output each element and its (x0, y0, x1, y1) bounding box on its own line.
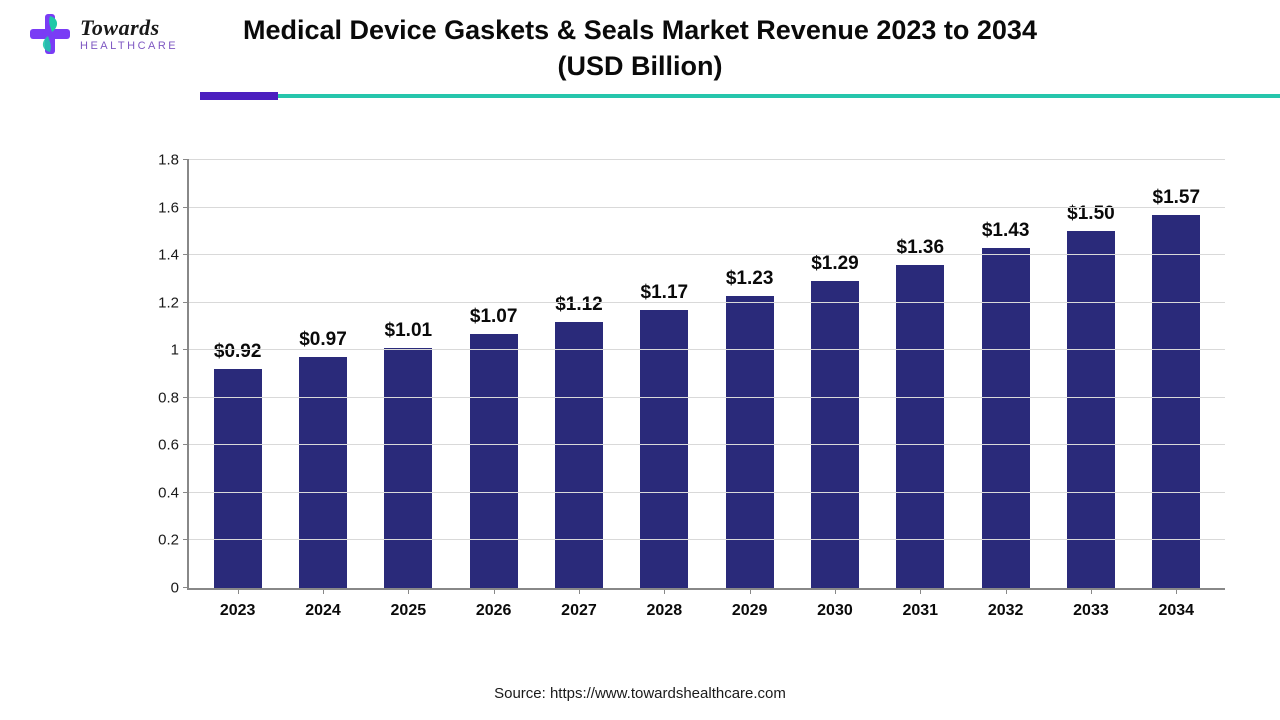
y-axis-label: 0.8 (158, 389, 179, 406)
bar-rect (384, 348, 432, 588)
bar-value-label: $1.07 (470, 306, 518, 328)
bar-slot: $1.122027 (536, 160, 621, 588)
y-axis-label: 1 (171, 342, 179, 359)
x-axis-tick (1006, 588, 1007, 594)
bar-rect (726, 296, 774, 588)
x-axis-label: 2026 (476, 602, 512, 620)
x-axis-tick (323, 588, 324, 594)
underline-teal-segment (278, 94, 1280, 98)
y-axis-label: 0.6 (158, 437, 179, 454)
chart-gridline (189, 539, 1225, 540)
x-axis-tick (664, 588, 665, 594)
bar-rect (982, 248, 1030, 588)
chart-gridline (189, 207, 1225, 208)
x-axis-label: 2033 (1073, 602, 1109, 620)
y-axis-tick (183, 254, 189, 255)
chart-plot-area: $0.922023$0.972024$1.012025$1.072026$1.1… (187, 160, 1225, 590)
bar-value-label: $1.29 (811, 253, 859, 275)
title-underline (190, 92, 1280, 100)
bar-rect (1067, 231, 1115, 588)
x-axis-label: 2032 (988, 602, 1024, 620)
bar-slot: $1.172028 (622, 160, 707, 588)
x-axis-tick (750, 588, 751, 594)
chart-title: Medical Device Gaskets & Seals Market Re… (0, 12, 1280, 85)
bar-slot: $1.292030 (792, 160, 877, 588)
bar-value-label: $1.43 (982, 220, 1030, 242)
bar-value-label: $1.23 (726, 268, 774, 290)
chart-gridline (189, 444, 1225, 445)
bar-value-label: $0.92 (214, 341, 262, 363)
y-axis-label: 1.2 (158, 294, 179, 311)
bar-slot: $1.362031 (878, 160, 963, 588)
chart-title-line1: Medical Device Gaskets & Seals Market Re… (243, 15, 1037, 45)
chart-gridline (189, 159, 1225, 160)
x-axis-tick (835, 588, 836, 594)
x-axis-label: 2025 (391, 602, 427, 620)
x-axis-label: 2030 (817, 602, 853, 620)
bar-rect (555, 322, 603, 588)
y-axis-tick (183, 349, 189, 350)
x-axis-tick (238, 588, 239, 594)
bar-value-label: $1.01 (385, 320, 433, 342)
bar-rect (214, 369, 262, 588)
x-axis-tick (494, 588, 495, 594)
y-axis-tick (183, 397, 189, 398)
y-axis-label: 0.2 (158, 532, 179, 549)
bar-slot: $1.432032 (963, 160, 1048, 588)
y-axis-label: 0.4 (158, 484, 179, 501)
y-axis-tick (183, 207, 189, 208)
x-axis-label: 2023 (220, 602, 256, 620)
x-axis-label: 2031 (902, 602, 938, 620)
bar-rect (299, 357, 347, 588)
y-axis-tick (183, 539, 189, 540)
x-axis-tick (1176, 588, 1177, 594)
x-axis-tick (920, 588, 921, 594)
chart-gridline (189, 397, 1225, 398)
chart-gridline (189, 302, 1225, 303)
bar-slot: $0.972024 (280, 160, 365, 588)
bar-rect (811, 281, 859, 588)
bar-value-label: $1.57 (1153, 187, 1201, 209)
bar-slot: $1.072026 (451, 160, 536, 588)
page-root: Towards HEALTHCARE Medical Device Gasket… (0, 0, 1280, 720)
bar-rect (640, 310, 688, 588)
bar-slot: $1.572034 (1134, 160, 1219, 588)
chart-title-line2: (USD Billion) (558, 51, 723, 81)
y-axis-tick (183, 444, 189, 445)
underline-purple-segment (200, 92, 278, 100)
y-axis-tick (183, 587, 189, 588)
bar-slot: $1.232029 (707, 160, 792, 588)
x-axis-label: 2024 (305, 602, 341, 620)
x-axis-tick (1091, 588, 1092, 594)
bar-slot: $1.012025 (366, 160, 451, 588)
chart-bars-container: $0.922023$0.972024$1.012025$1.072026$1.1… (189, 160, 1225, 588)
bar-slot: $1.502033 (1048, 160, 1133, 588)
y-axis-label: 1.6 (158, 199, 179, 216)
x-axis-label: 2028 (647, 602, 683, 620)
y-axis-tick (183, 159, 189, 160)
y-axis-label: 1.4 (158, 247, 179, 264)
bar-rect (1152, 215, 1200, 588)
x-axis-tick (408, 588, 409, 594)
bar-chart: $0.922023$0.972024$1.012025$1.072026$1.1… (145, 150, 1225, 620)
bar-value-label: $1.36 (897, 237, 945, 259)
bar-value-label: $1.12 (555, 294, 603, 316)
y-axis-label: 1.8 (158, 152, 179, 169)
bar-slot: $0.922023 (195, 160, 280, 588)
x-axis-label: 2029 (732, 602, 768, 620)
x-axis-tick (579, 588, 580, 594)
chart-gridline (189, 492, 1225, 493)
bar-value-label: $1.17 (641, 282, 689, 304)
x-axis-label: 2027 (561, 602, 597, 620)
y-axis-tick (183, 302, 189, 303)
source-footer: Source: https://www.towardshealthcare.co… (0, 685, 1280, 702)
x-axis-label: 2034 (1158, 602, 1194, 620)
bar-value-label: $0.97 (299, 329, 347, 351)
y-axis-label: 0 (171, 580, 179, 597)
source-label: Source: https://www.towardshealthcare.co… (494, 685, 786, 702)
y-axis-tick (183, 492, 189, 493)
chart-gridline (189, 349, 1225, 350)
chart-gridline (189, 254, 1225, 255)
bar-rect (470, 334, 518, 588)
